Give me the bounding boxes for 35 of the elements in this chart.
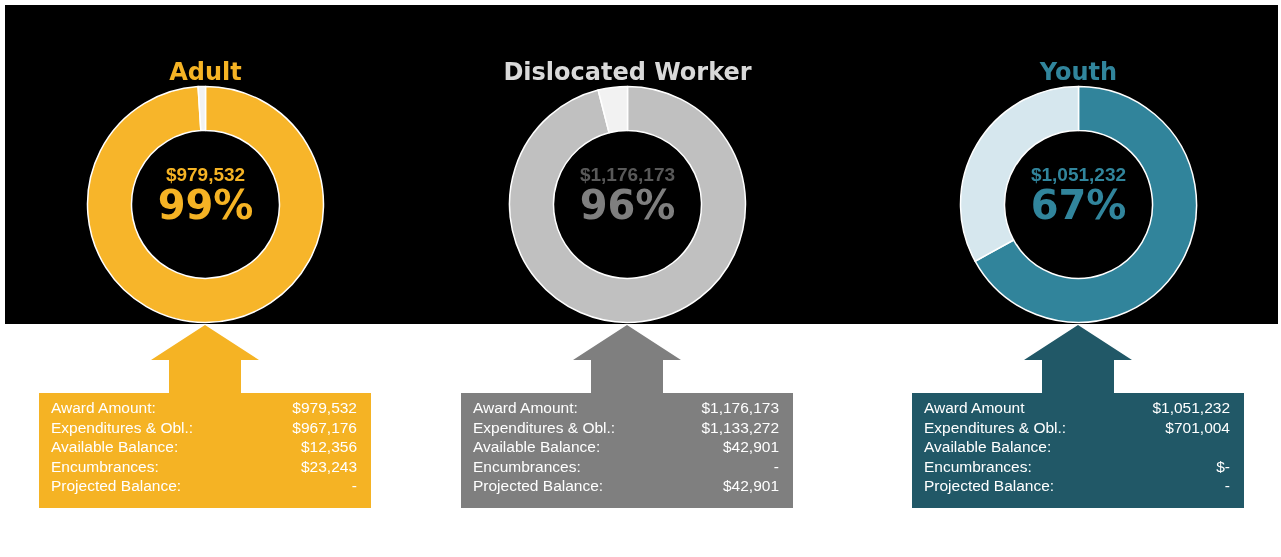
text: Award Amount xyxy=(924,398,1025,418)
text: $- xyxy=(1216,456,1230,476)
text: - xyxy=(1224,476,1230,496)
text: Projected Balance: xyxy=(473,476,604,496)
text: - xyxy=(773,456,779,476)
text: Award Amount: xyxy=(51,398,156,418)
chart-title: Youth xyxy=(1038,58,1118,86)
text: Award Amount: xyxy=(473,398,578,418)
text: Encumbrances: xyxy=(924,456,1032,476)
text: Projected Balance: xyxy=(924,476,1055,496)
text: Projected Balance: xyxy=(51,476,182,496)
text: $1,133,272 xyxy=(701,417,779,437)
text: $1,176,173 xyxy=(701,398,779,418)
text: Encumbrances: xyxy=(473,456,581,476)
text: Available Balance: xyxy=(924,437,1052,457)
chart-title: Dislocated Worker xyxy=(503,58,752,86)
text: Encumbrances: xyxy=(51,456,159,476)
text: $1,051,232 xyxy=(1030,164,1127,185)
text: Expenditures & Obl.: xyxy=(473,417,616,437)
text: $12,356 xyxy=(300,437,357,457)
text: $23,243 xyxy=(300,456,357,476)
text: $967,176 xyxy=(292,417,357,437)
text: $42,901 xyxy=(722,437,779,457)
text: Available Balance: xyxy=(51,437,179,457)
text: $701,004 xyxy=(1165,417,1230,437)
text: $979,532 xyxy=(165,164,246,185)
text: - xyxy=(351,476,357,496)
text: $42,901 xyxy=(722,476,779,496)
chart-title: Adult xyxy=(169,58,242,86)
text: Expenditures & Obl.: xyxy=(51,417,194,437)
text: Available Balance: xyxy=(473,437,601,457)
text: Expenditures & Obl.: xyxy=(924,417,1067,437)
text: $979,532 xyxy=(292,398,357,418)
text: $1,176,173 xyxy=(579,164,676,185)
text: $1,051,232 xyxy=(1152,398,1230,418)
